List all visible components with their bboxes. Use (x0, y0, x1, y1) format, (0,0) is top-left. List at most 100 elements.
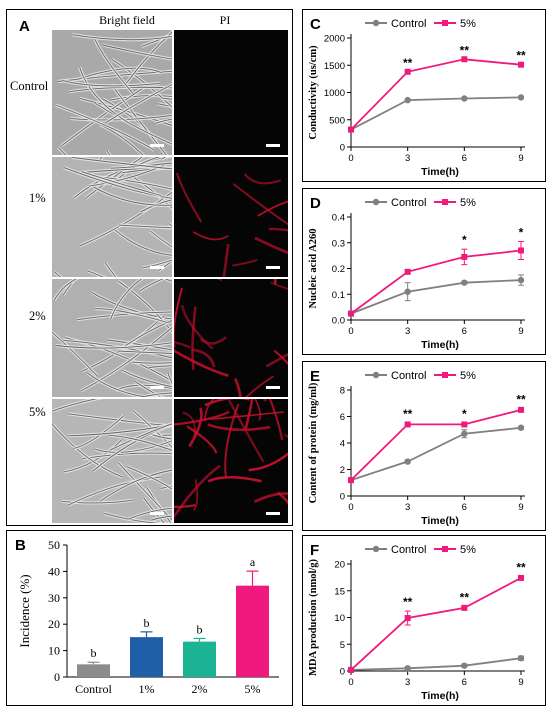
hypha-edge (111, 59, 172, 108)
hypha-edge (94, 440, 172, 453)
pi-stained-hypha (243, 173, 282, 185)
hypha-edge (155, 118, 172, 124)
pi-stained-hypha (174, 410, 230, 426)
pi-stained-hypha (207, 476, 262, 483)
treatment-point (518, 247, 524, 254)
y-tick-label: 30 (48, 591, 60, 605)
panel-d: D Control 5% 0.0 0.1 0.2 0.3 0.4 0 3 6 9 Time(h) Nuc… (302, 188, 546, 355)
y-tick-label: 2 (340, 465, 345, 476)
x-tick-label: Control (75, 682, 112, 696)
x-tick-label: 0 (348, 326, 353, 337)
hypha-edge (143, 497, 165, 523)
incidence-bar-chart: 0 10 20 30 40 50 b Control b 1% b 2% a 5% Incidence (%… (17, 538, 279, 696)
line-chart-body: Control 5% 0.0 0.1 0.2 0.3 0.4 0 3 6 9 Time(h) Nucle… (308, 197, 525, 351)
pi-stained-hypha (191, 348, 216, 368)
hypha-highlight (167, 222, 172, 228)
x-tick-label: 0 (348, 153, 353, 164)
control-point (461, 95, 468, 102)
hypha-edge (79, 97, 172, 126)
control-point (517, 654, 525, 662)
treatment-point (461, 604, 468, 611)
bar-chart-body: 0 10 20 30 40 50 b Control b 1% b 2% a 5% Incidence (%… (17, 538, 279, 696)
hypha-edge (53, 279, 77, 301)
hypha-edge (80, 327, 172, 392)
hypha-edge (149, 365, 172, 368)
hypha-edge (57, 147, 67, 155)
micrograph-2pct-bright (52, 279, 172, 397)
hypha-edge (110, 162, 172, 169)
hypha-edge (79, 66, 130, 124)
treatment-point (404, 421, 411, 428)
scale-bar (266, 386, 280, 389)
y-tick-label: 40 (48, 564, 60, 578)
hypha-edge (100, 469, 172, 502)
hypha-edge (87, 270, 104, 277)
x-axis-label: Time(h) (421, 166, 459, 178)
nucleic-acid-line-chart: Control 5% 0.0 0.1 0.2 0.3 0.4 0 3 6 9 Time(h) Nucle… (308, 197, 525, 351)
treatment-point (518, 406, 524, 413)
legend-control-label: Control (391, 18, 426, 30)
hypha-highlight (114, 228, 172, 257)
hypha-edge (52, 424, 123, 478)
treatment-series-line (350, 577, 522, 671)
control-point (517, 276, 525, 284)
hypha-edge (55, 104, 155, 151)
significance-stars: * (462, 233, 467, 247)
significance-letter: b (197, 622, 203, 636)
scale-bar (150, 386, 164, 389)
pi-stained-hypha (188, 407, 203, 448)
x-tick-label: 5% (245, 682, 261, 696)
hypha-edge (72, 157, 172, 170)
x-tick-label: 9 (518, 326, 523, 337)
treatment-series-line (350, 249, 522, 315)
y-tick-label: 5 (340, 640, 345, 651)
hypha-edge (91, 291, 172, 320)
control-point (404, 96, 411, 104)
x-axis-label: Time(h) (421, 339, 459, 351)
legend-5pct-marker (442, 546, 448, 552)
micrograph-control-bright (52, 30, 172, 155)
treatment-series-line (350, 409, 522, 481)
treatment-point (461, 56, 468, 63)
treatment-point (348, 310, 354, 317)
pi-stained-hypha (217, 279, 223, 282)
y-tick-label: 8 (340, 386, 345, 397)
hypha-edge (107, 339, 172, 351)
bar (130, 637, 163, 677)
control-point (461, 279, 468, 286)
hypha-edge (119, 350, 172, 354)
legend-control-marker (372, 371, 380, 379)
bar (183, 641, 216, 677)
hypha-edge (62, 79, 160, 87)
control-series-line (350, 657, 522, 671)
line-chart-body: Control 5% 0 2 4 6 8 0 3 6 9 Time(h) Content of prot… (308, 370, 526, 527)
pi-stained-hypha (245, 375, 274, 397)
y-tick-label: 0 (340, 143, 345, 154)
y-axis-label: Nucleic acid A260 (308, 229, 319, 309)
hypha-edge (121, 369, 172, 388)
panel-e-letter: E (310, 368, 321, 385)
y-tick-label: 6 (340, 412, 345, 423)
legend-5pct-label: 5% (460, 370, 476, 382)
pi-stained-hypha (207, 423, 271, 432)
micrograph-1pct-bright (52, 157, 172, 277)
y-axis-label: Content of protein (mg/ml) (308, 382, 319, 503)
pi-stained-hypha (174, 349, 229, 377)
hypha-edge (140, 199, 172, 213)
hypha-edge (52, 399, 98, 412)
hypha-edge (62, 339, 172, 359)
x-tick-label: 9 (518, 153, 523, 164)
control-point (404, 665, 411, 672)
hypha-edge (57, 70, 172, 82)
hypha-edge (110, 423, 172, 451)
hypha-edge (61, 499, 133, 504)
significance-stars: ** (516, 560, 526, 574)
control-point (461, 662, 468, 669)
treatment-point (404, 268, 411, 275)
hypha-edge (94, 39, 134, 94)
pi-stained-hypha (254, 236, 288, 255)
y-tick-label: 20 (48, 617, 60, 631)
hypha-edge (122, 167, 172, 174)
hypha-edge (167, 373, 172, 385)
hypha-edge (151, 515, 172, 521)
